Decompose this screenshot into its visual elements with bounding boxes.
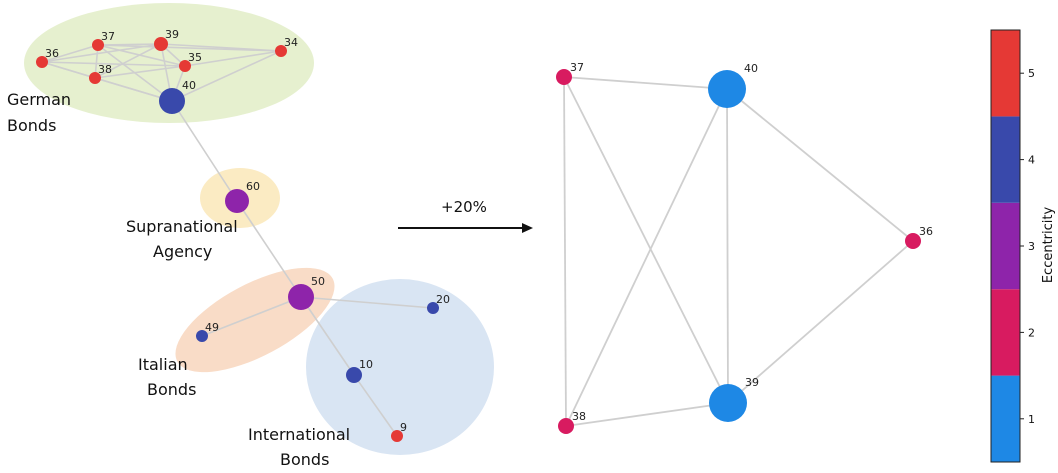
node-label-60: 60 bbox=[246, 180, 260, 193]
colorbar-title: Eccentricity bbox=[1041, 207, 1056, 284]
italian-label-line2: Bonds bbox=[147, 380, 196, 399]
colorbar-tick-label-2: 2 bbox=[1028, 326, 1035, 339]
colorbar-segment-3 bbox=[991, 202, 1020, 290]
left-nodes: 36 37 39 35 34 38 40 60 50 49 20 10 9 bbox=[36, 28, 450, 442]
right-edges bbox=[563, 76, 914, 427]
node-20 bbox=[427, 302, 439, 314]
edge-34-40 bbox=[171, 50, 282, 102]
edge-40-60 bbox=[171, 100, 238, 202]
colorbar-tick-label-4: 4 bbox=[1028, 154, 1035, 167]
node-50 bbox=[288, 284, 314, 310]
right-network: 37 40 36 39 38 bbox=[556, 61, 933, 434]
colorbar-segment-5 bbox=[991, 30, 1020, 117]
arrow-label: +20% bbox=[441, 198, 487, 216]
left-network: 36 37 39 35 34 38 40 60 50 49 20 10 9 German Bonds S… bbox=[7, 3, 494, 469]
node-label-38: 38 bbox=[98, 63, 112, 76]
group-labels: German Bonds Supranational Agency Italia… bbox=[7, 90, 350, 469]
node-40 bbox=[159, 88, 185, 114]
node-label-37: 37 bbox=[101, 30, 115, 43]
node-label-34: 34 bbox=[284, 36, 298, 49]
colorbar-segment-1 bbox=[991, 375, 1020, 462]
cluster-regions bbox=[24, 3, 494, 455]
colorbar-tick-label-5: 5 bbox=[1028, 67, 1035, 80]
node-label-10: 10 bbox=[359, 358, 373, 371]
german-cluster-region bbox=[24, 3, 314, 123]
node-38 bbox=[89, 72, 101, 84]
international-label-line1: International bbox=[248, 425, 350, 444]
node-label-9: 9 bbox=[400, 421, 407, 434]
colorbar: 1 2 3 4 5 Eccentricity bbox=[990, 29, 1056, 463]
german-label-line2: Bonds bbox=[7, 116, 56, 135]
right-node-label-36: 36 bbox=[919, 225, 933, 238]
left-edges bbox=[41, 43, 434, 437]
colorbar-segments bbox=[991, 30, 1020, 462]
colorbar-segment-4 bbox=[991, 116, 1020, 203]
supranational-label-line2: Agency bbox=[153, 242, 212, 261]
edge-36-35 bbox=[41, 61, 186, 67]
transition-arrow: +20% bbox=[398, 198, 533, 233]
right-node-label-37: 37 bbox=[570, 61, 584, 74]
node-10 bbox=[346, 367, 362, 383]
international-label-line2: Bonds bbox=[280, 450, 329, 469]
edge-38-40 bbox=[94, 77, 173, 102]
right-node-38 bbox=[558, 418, 574, 434]
node-label-39: 39 bbox=[165, 28, 179, 41]
italian-label-line1: Italian bbox=[138, 355, 188, 374]
node-39 bbox=[154, 37, 168, 51]
node-label-50: 50 bbox=[311, 275, 325, 288]
german-label-line1: German bbox=[7, 90, 71, 109]
node-label-36: 36 bbox=[45, 47, 59, 60]
edge-50-20 bbox=[300, 296, 434, 309]
right-node-39 bbox=[709, 384, 747, 422]
edge-39-34 bbox=[160, 43, 282, 52]
node-35 bbox=[179, 60, 191, 72]
right-edge-40-38 bbox=[565, 88, 728, 427]
colorbar-segment-2 bbox=[991, 289, 1020, 376]
node-label-40: 40 bbox=[182, 79, 196, 92]
colorbar-tick-label-3: 3 bbox=[1028, 240, 1035, 253]
node-label-20: 20 bbox=[436, 293, 450, 306]
colorbar-ticks: 1 2 3 4 5 bbox=[1020, 67, 1035, 426]
right-node-36 bbox=[905, 233, 921, 249]
node-label-35: 35 bbox=[188, 51, 202, 64]
right-node-label-40: 40 bbox=[744, 62, 758, 75]
node-34 bbox=[275, 45, 287, 57]
edge-37-35 bbox=[97, 44, 186, 67]
right-edge-36-39 bbox=[727, 240, 914, 404]
edge-60-50 bbox=[236, 200, 302, 298]
right-node-label-39: 39 bbox=[745, 376, 759, 389]
node-60 bbox=[225, 189, 249, 213]
edge-35-34 bbox=[184, 50, 282, 67]
right-edge-37-38 bbox=[563, 76, 567, 427]
edge-36-37 bbox=[41, 44, 99, 63]
right-edge-40-36 bbox=[726, 88, 914, 242]
right-nodes: 37 40 36 39 38 bbox=[556, 61, 933, 434]
colorbar-tick-label-1: 1 bbox=[1028, 413, 1035, 426]
right-edge-40-39 bbox=[726, 88, 729, 404]
edge-10-9 bbox=[353, 374, 398, 437]
right-node-label-38: 38 bbox=[572, 410, 586, 423]
node-37 bbox=[92, 39, 104, 51]
edge-39-38 bbox=[94, 43, 162, 79]
right-node-37 bbox=[556, 69, 572, 85]
node-label-49: 49 bbox=[205, 321, 219, 334]
arrow-head bbox=[522, 223, 533, 233]
edge-50-49 bbox=[201, 296, 302, 337]
edge-35-38 bbox=[94, 65, 186, 79]
international-cluster-region bbox=[306, 279, 494, 455]
supranational-label-line1: Supranational bbox=[126, 217, 238, 236]
node-9 bbox=[391, 430, 403, 442]
right-edge-38-39 bbox=[565, 402, 729, 427]
node-36 bbox=[36, 56, 48, 68]
right-edge-37-39 bbox=[563, 76, 729, 404]
right-edge-37-40 bbox=[563, 76, 728, 90]
edge-50-10 bbox=[300, 296, 355, 376]
right-node-40 bbox=[708, 70, 746, 108]
node-49 bbox=[196, 330, 208, 342]
